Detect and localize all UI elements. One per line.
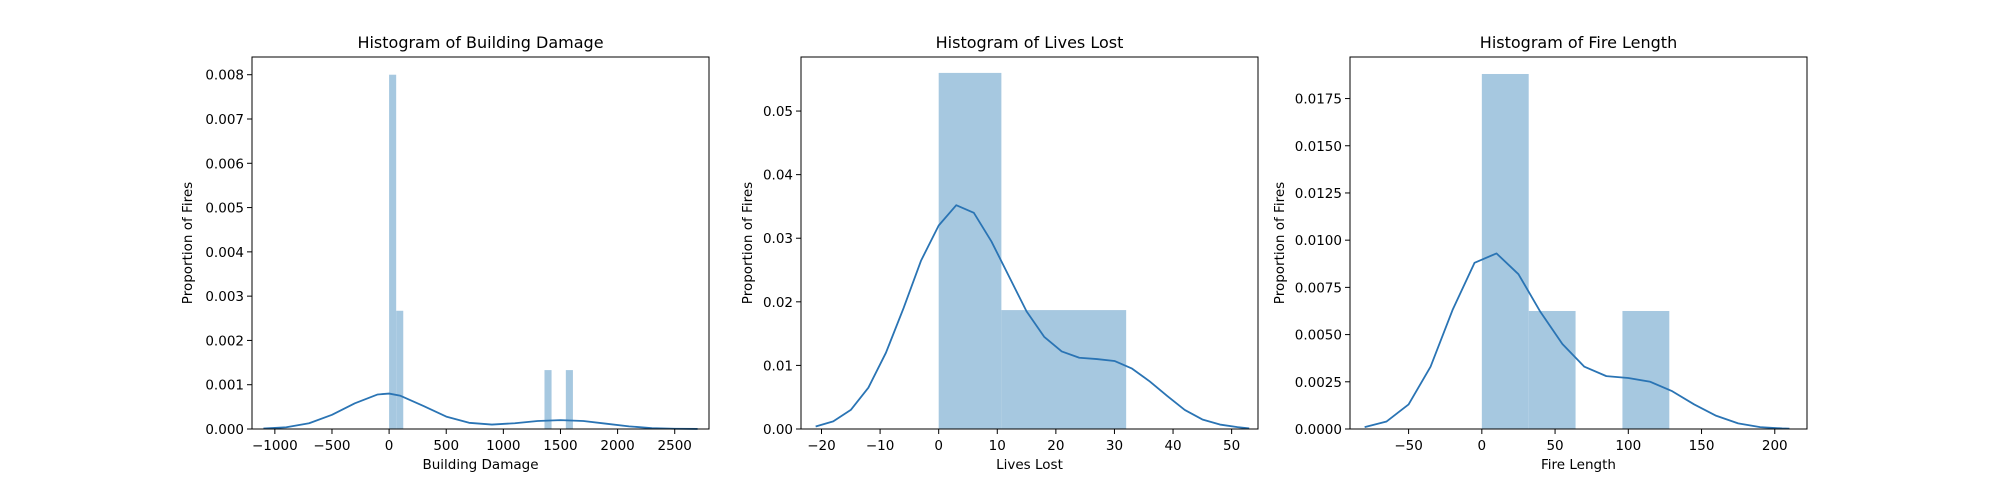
subplot-lives-lost: Histogram of Lives Lost Lives Lost Propo… [740, 33, 1259, 473]
kde-line [263, 392, 698, 430]
y-tick-label: 0.005 [205, 201, 244, 217]
y-tick-label: 0.000 [205, 422, 244, 438]
y-tick-label: 0.002 [205, 333, 244, 349]
y-tick-label: 0.004 [205, 245, 244, 261]
y-tick-label: 0.0075 [1295, 280, 1342, 296]
x-tick-label: 0 [385, 438, 394, 454]
y-tick-label: 0.04 [763, 168, 793, 184]
y-tick-label: 0.0025 [1295, 375, 1342, 391]
subplot-fire-length: Histogram of Fire Length Fire Length Pro… [1272, 33, 1808, 473]
histogram-bar [389, 74, 397, 430]
y-tick-label: 0.0000 [1295, 422, 1342, 438]
chart-title: Histogram of Building Damage [357, 33, 603, 52]
y-axis-label: Proportion of Fires [1272, 182, 1288, 304]
axes-frame [251, 56, 710, 430]
histogram-bar [565, 370, 573, 429]
x-tick-label: −500 [313, 438, 350, 454]
y-tick-label: 0.007 [205, 112, 244, 128]
y-tick-label: 0.0150 [1295, 139, 1342, 155]
kde-line [1364, 252, 1790, 430]
y-axis-label: Proportion of Fires [180, 182, 196, 304]
x-tick-label: 1500 [543, 438, 577, 454]
chart-title: Histogram of Lives Lost [936, 33, 1124, 52]
kde-line [815, 204, 1250, 430]
x-tick-label: 2000 [600, 438, 634, 454]
y-tick-label: 0.02 [763, 295, 793, 311]
y-tick-label: 0.008 [205, 68, 244, 84]
x-tick-label: 0 [934, 438, 943, 454]
x-tick-label: −20 [807, 438, 836, 454]
histogram-bar [1481, 73, 1529, 430]
axes-frame [1349, 56, 1808, 430]
x-axis-label: Building Damage [422, 457, 538, 473]
x-tick-label: 150 [1689, 438, 1715, 454]
x-tick-label: 30 [1106, 438, 1123, 454]
y-tick-label: 0.001 [205, 378, 244, 394]
y-tick-label: 0.0125 [1295, 186, 1342, 202]
y-tick-label: 0.00 [763, 422, 793, 438]
y-tick-label: 0.0100 [1295, 233, 1342, 249]
y-tick-label: 0.003 [205, 289, 244, 305]
x-tick-label: 1000 [486, 438, 520, 454]
x-tick-label: −10 [866, 438, 895, 454]
y-tick-label: 0.03 [763, 231, 793, 247]
y-tick-label: 0.01 [763, 358, 793, 374]
histogram-bar [396, 310, 404, 429]
y-tick-label: 0.0175 [1295, 92, 1342, 108]
x-tick-label: 0 [1478, 438, 1487, 454]
subplot-building-damage: Histogram of Building Damage Building Da… [180, 33, 710, 473]
y-tick-label: 0.0050 [1295, 328, 1342, 344]
histogram-bar [1622, 310, 1670, 429]
y-tick-label: 0.05 [763, 104, 793, 120]
histogram-bar [1001, 310, 1064, 429]
x-tick-label: 100 [1615, 438, 1641, 454]
x-tick-label: 10 [989, 438, 1006, 454]
x-tick-label: 40 [1164, 438, 1181, 454]
x-tick-label: −1000 [252, 438, 298, 454]
x-axis-label: Lives Lost [996, 457, 1063, 473]
histogram-bar [1063, 310, 1127, 429]
x-tick-label: 20 [1047, 438, 1064, 454]
x-tick-label: 500 [433, 438, 459, 454]
histogram-bar [938, 72, 1002, 430]
x-tick-label: 50 [1546, 438, 1563, 454]
x-axis-label: Fire Length [1541, 457, 1616, 473]
y-tick-label: 0.006 [205, 156, 244, 172]
axes-frame [800, 56, 1259, 430]
chart-title: Histogram of Fire Length [1480, 33, 1677, 52]
x-tick-label: 200 [1762, 438, 1788, 454]
histogram-bar [1528, 310, 1576, 429]
x-tick-label: 50 [1223, 438, 1240, 454]
x-tick-label: 2500 [658, 438, 692, 454]
y-axis-label: Proportion of Fires [740, 182, 756, 304]
x-tick-label: −50 [1394, 438, 1423, 454]
histogram-bar [544, 370, 552, 429]
